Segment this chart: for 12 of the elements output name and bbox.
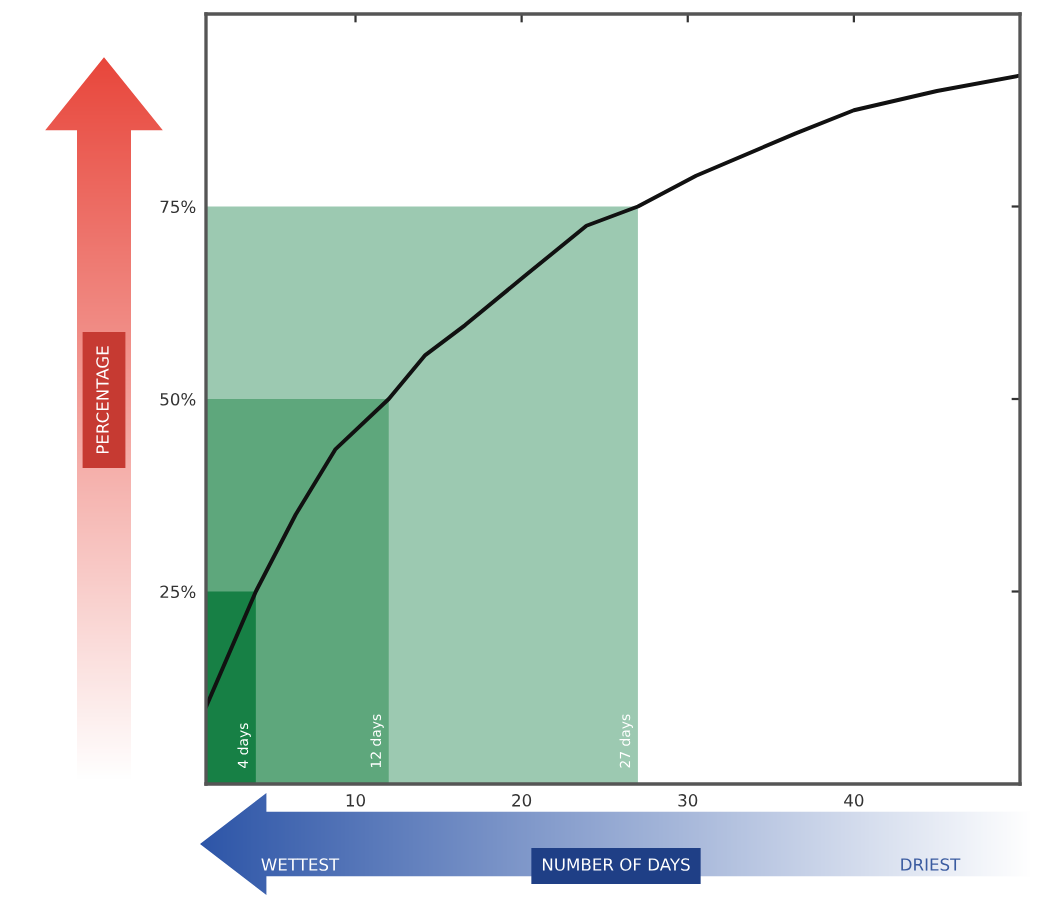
x-tick-label: 30 — [678, 794, 698, 807]
x-tick-label: 40 — [844, 794, 864, 807]
y-tick-label: 25% — [160, 585, 196, 599]
y-axis-title: PERCENTAGE — [96, 346, 109, 454]
text: DRIEST — [901, 858, 961, 871]
text: WETTEST — [261, 858, 340, 871]
x-tick-label: 10 — [346, 794, 366, 807]
y-tick-label: 50% — [160, 392, 196, 406]
x-axis-title: NUMBER OF DAYS — [542, 858, 690, 871]
x-tick-label: 20 — [512, 794, 532, 807]
line-series — [206, 73, 1020, 709]
y-tick-label: 75% — [160, 200, 196, 214]
